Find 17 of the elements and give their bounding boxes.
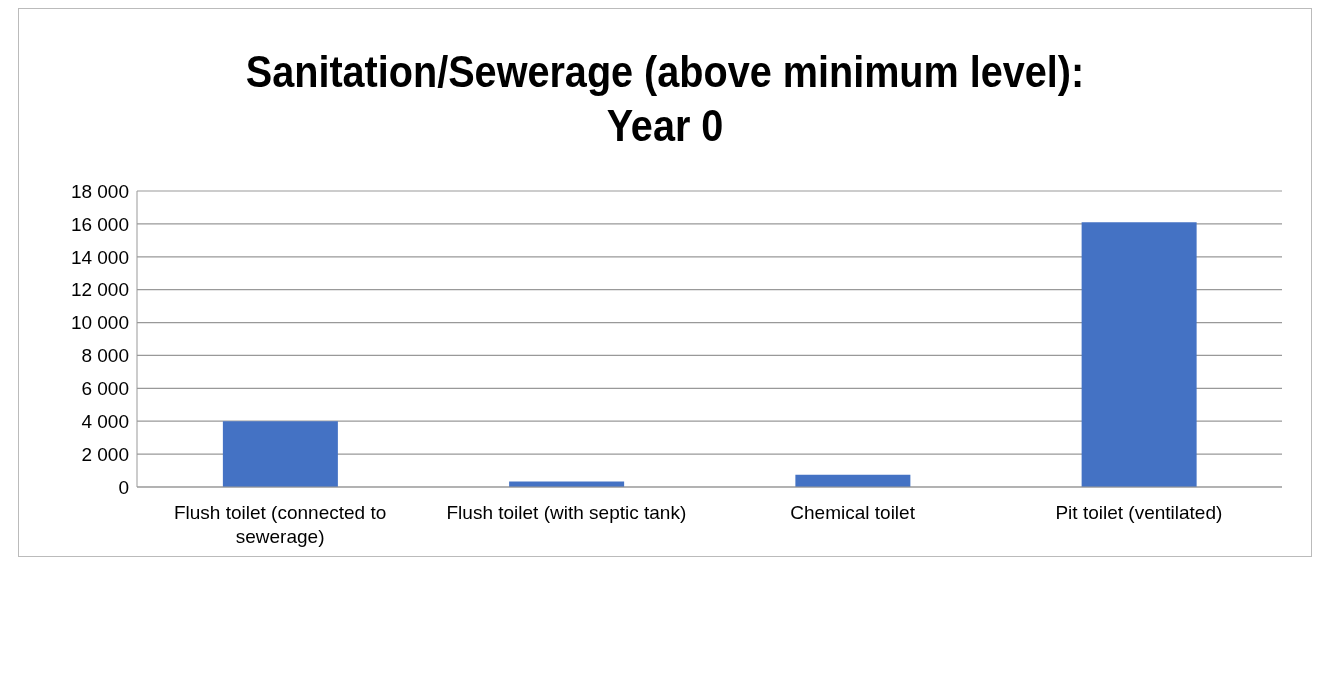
y-tick-label: 6 000 xyxy=(81,378,129,400)
x-tick-label: Flush toilet (with septic tank) xyxy=(446,502,687,523)
bar xyxy=(222,421,338,487)
y-tick-label: 16 000 xyxy=(70,213,129,235)
y-tick-label: 0 xyxy=(118,476,129,498)
y-tick-label: 8 000 xyxy=(81,345,129,367)
y-tick-label: 12 000 xyxy=(70,279,129,301)
bar xyxy=(1081,222,1197,487)
y-tick-label: 10 000 xyxy=(70,312,129,334)
y-tick-label: 14 000 xyxy=(70,246,129,268)
y-tick-label: 18 000 xyxy=(70,180,129,202)
x-tick-label: Chemical toilet xyxy=(790,502,916,523)
x-tick-label: Flush toilet (connected to sewerage) xyxy=(173,502,387,547)
x-tick-label: Pit toilet (ventilated) xyxy=(1055,502,1223,523)
y-tick-label: 4 000 xyxy=(81,410,129,432)
chart-title: Sanitation/Sewerage (above minimum level): Year 0 xyxy=(244,46,1086,152)
y-tick-label: 2 000 xyxy=(81,443,129,465)
